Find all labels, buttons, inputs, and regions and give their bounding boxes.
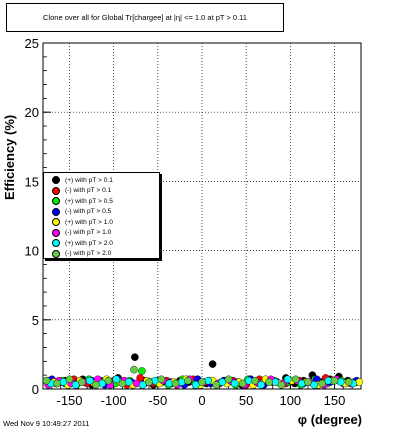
- data-point: [265, 378, 273, 386]
- legend-marker: [52, 249, 60, 258]
- x-tick-label: 0: [198, 393, 205, 408]
- legend-marker: [52, 186, 60, 195]
- timestamp: Wed Nov 9 10:49:27 2011: [3, 419, 90, 428]
- data-point: [104, 376, 113, 385]
- data-point: [257, 381, 265, 389]
- legend-label: (-) with pT > 0.1: [65, 187, 112, 194]
- data-point: [145, 378, 153, 386]
- data-point: [298, 379, 306, 388]
- data-point: [53, 379, 61, 388]
- data-point: [132, 379, 141, 388]
- data-point: [304, 378, 312, 386]
- y-tick-label: 10: [25, 244, 39, 259]
- legend-label: (+) with pT > 2.0: [65, 239, 113, 247]
- legend-label: (+) with pT > 0.5: [65, 197, 113, 205]
- legend-entry: (+) with pT > 2.0: [52, 238, 113, 248]
- y-tick-label: 15: [25, 174, 39, 189]
- data-point: [224, 375, 233, 384]
- legend-label: (-) with pT > 1.0: [65, 229, 112, 236]
- data-point: [138, 367, 146, 375]
- y-tick-label: 20: [25, 105, 39, 120]
- legend-label: (+) with pT > 1.0: [65, 218, 113, 226]
- legend-marker: [52, 207, 60, 216]
- x-tick-label: 50: [239, 393, 253, 408]
- x-tick-label: -100: [101, 393, 127, 408]
- legend-entry: (-) with pT > 0.1: [52, 186, 111, 196]
- legend-label: (+) with pT > 0.1: [65, 176, 113, 184]
- legend-entry: (+) with pT > 0.5: [52, 196, 113, 206]
- data-point: [198, 378, 206, 386]
- legend-entry: (+) with pT > 0.1: [52, 175, 113, 185]
- x-tick-label: 150: [324, 393, 346, 408]
- data-point: [171, 379, 180, 388]
- data-point: [65, 375, 74, 384]
- legend-label: (-) with pT > 0.5: [65, 208, 112, 215]
- data-point: [151, 376, 159, 385]
- data-point: [86, 376, 94, 385]
- data-point: [208, 360, 217, 368]
- data-point: [251, 376, 259, 385]
- data-point: [118, 379, 127, 388]
- legend-marker: [52, 176, 60, 184]
- data-point: [212, 381, 220, 389]
- legend-marker: [52, 239, 60, 247]
- chart-title-text: Clone over all for Global Tr[chargee] at…: [43, 13, 247, 22]
- data-point: [92, 381, 100, 389]
- data-point: [184, 376, 192, 385]
- data-point: [157, 375, 166, 384]
- data-point: [112, 375, 121, 384]
- series: [47, 375, 357, 389]
- legend-marker: [52, 228, 60, 237]
- data-point: [130, 365, 138, 374]
- chart-title: Clone over all for Global Tr[chargee] at…: [6, 3, 284, 32]
- legend-entry: (-) with pT > 0.5: [52, 207, 111, 217]
- legend-entry: (-) with pT > 2.0: [52, 249, 111, 259]
- y-tick-label: 0: [32, 382, 39, 397]
- legend-entry: (-) with pT > 1.0: [52, 228, 111, 238]
- data-point: [204, 376, 212, 385]
- x-tick-label: -50: [148, 393, 167, 408]
- y-tick-label: 5: [32, 313, 39, 328]
- x-tick-label: 100: [279, 393, 301, 408]
- data-point: [355, 378, 364, 386]
- data-point: [336, 378, 345, 386]
- data-point: [238, 379, 247, 388]
- legend: (+) with pT > 0.1 (-) with pT > 0.1 (+) …: [43, 172, 160, 259]
- data-point: [78, 378, 86, 386]
- legend-marker: [52, 197, 60, 205]
- data-point: [330, 376, 339, 385]
- series: [42, 365, 353, 389]
- legend-entry: (+) with pT > 1.0: [52, 217, 113, 227]
- data-point: [277, 381, 286, 389]
- data-point: [131, 353, 139, 361]
- legend-label: (-) with pT > 2.0: [65, 250, 112, 257]
- data-point: [283, 375, 292, 384]
- data-point: [230, 379, 239, 388]
- grid: [43, 43, 361, 389]
- x-axis-label: φ (degree): [297, 412, 362, 427]
- y-tick-label: 25: [25, 36, 39, 51]
- data-point: [318, 379, 326, 388]
- x-tick-label: -150: [56, 393, 82, 408]
- data-point: [291, 375, 300, 384]
- legend-marker: [52, 218, 60, 226]
- data-marks: [42, 353, 364, 389]
- data-point: [124, 378, 133, 386]
- data-point: [42, 376, 51, 385]
- y-axis-label: Efficiency (%): [2, 114, 17, 200]
- data-point: [344, 378, 353, 386]
- data-point: [177, 378, 186, 386]
